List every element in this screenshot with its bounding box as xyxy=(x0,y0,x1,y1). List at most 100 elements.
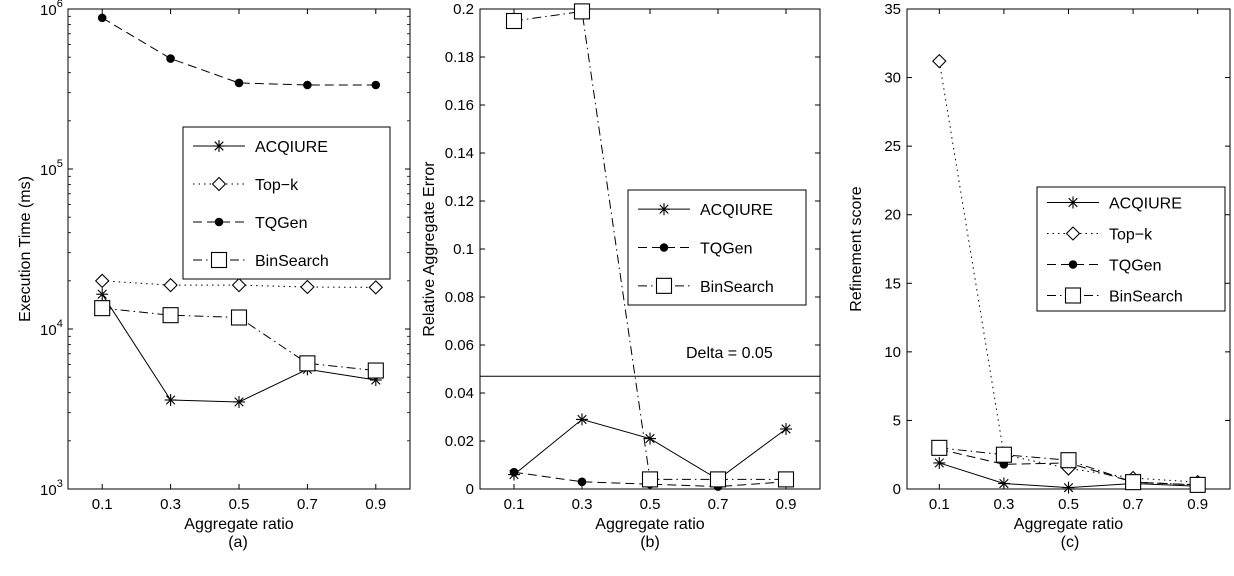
y-tick-label: 104 xyxy=(40,318,63,339)
point-tqgen-0.5 xyxy=(234,78,244,88)
point-binsearch-0.7 xyxy=(1125,474,1142,491)
series-line-acqiure xyxy=(513,418,787,481)
panel-a: 0.1 0.3 0.5 0.7 0.9 103 104 105 106 Aggregate rat… xyxy=(17,0,411,551)
point-top-k-0.7 xyxy=(300,279,315,295)
x-tick-label: 0.9 xyxy=(1187,496,1208,513)
x-tick-label: 0.5 xyxy=(640,496,661,513)
y-tick-label: 0.14 xyxy=(445,145,474,162)
legend-marker-binsearch xyxy=(210,251,228,269)
x-tick-label: 0.9 xyxy=(776,496,797,513)
point-top-k-0.1 xyxy=(932,53,947,69)
point-tqgen-0.7 xyxy=(303,80,312,90)
x-tick-label: 0.3 xyxy=(572,496,593,513)
y-tick-label: 0 xyxy=(893,481,901,498)
y-tick-label: 5 xyxy=(893,412,901,429)
panel-b: 0.1 0.3 0.5 0.7 0.9 0 0.02 0.04 0.06 0.08 0.1 0.12 0… xyxy=(421,1,821,551)
legend-label-top-k: Top−k xyxy=(1109,227,1153,244)
series-tqgen xyxy=(97,13,381,90)
point-tqgen-0.3 xyxy=(166,54,175,63)
legend-label-binsearch: BinSearch xyxy=(1109,289,1183,306)
panel-caption: (b) xyxy=(640,534,660,551)
point-binsearch-0.3 xyxy=(573,3,591,20)
legend-marker-top-k xyxy=(211,176,227,192)
x-tick-label: 0.7 xyxy=(1123,496,1144,513)
x-axis-label: Aggregate ratio xyxy=(1014,516,1124,533)
x-tick-label: 0.9 xyxy=(365,496,386,513)
point-binsearch-0.5 xyxy=(1060,452,1077,469)
point-acqiure-0.3 xyxy=(576,413,588,426)
x-tick-label: 0.1 xyxy=(92,496,113,513)
point-binsearch-0.9 xyxy=(367,362,384,379)
y-axis-label: Execution Time (ms) xyxy=(17,176,34,322)
point-acqiure-0.9 xyxy=(780,423,792,435)
x-axis-label: Aggregate ratio xyxy=(184,516,294,533)
legend-label-acqiure: ACQIURE xyxy=(255,139,328,156)
y-tick-label: 0.12 xyxy=(445,193,474,210)
x-tick-label: 0.7 xyxy=(297,496,318,513)
y-tick-label: 0.2 xyxy=(453,1,474,18)
y-tick-label: 20 xyxy=(884,207,901,224)
y-tick-label: 10 xyxy=(884,344,901,361)
x-tick-label: 0.7 xyxy=(708,496,729,513)
point-tqgen-0.3 xyxy=(577,477,587,487)
x-tick-label: 0.3 xyxy=(160,496,181,513)
y-tick-label: 0.02 xyxy=(445,433,474,450)
x-tick-label: 0.5 xyxy=(229,496,250,513)
point-binsearch-0.7 xyxy=(299,355,316,372)
y-tick-label: 105 xyxy=(40,158,63,179)
legend-label-acqiure: ACQIURE xyxy=(700,202,773,219)
y-tick-label: 0.18 xyxy=(445,49,474,66)
legend-marker-tqgen xyxy=(1068,260,1078,269)
point-binsearch-0.3 xyxy=(162,307,179,324)
x-tick-label: 0.3 xyxy=(993,496,1014,513)
legend-marker-tqgen xyxy=(214,217,224,227)
y-tick-label: 0.08 xyxy=(445,289,474,306)
legend-marker-acqiure xyxy=(213,140,225,152)
legend-label-binsearch: BinSearch xyxy=(700,279,774,296)
series-binsearch xyxy=(94,300,384,379)
point-tqgen-0.9 xyxy=(371,80,381,90)
legend-marker-tqgen xyxy=(659,243,669,252)
point-binsearch-0.7 xyxy=(709,471,727,488)
delta-label: Delta = 0.05 xyxy=(686,345,773,362)
legend: ACQIURE TQGen BinSearch xyxy=(627,189,807,306)
y-tick-label: 0.16 xyxy=(445,97,474,114)
y-tick-label: 0 xyxy=(466,481,474,498)
point-acqiure-0.5 xyxy=(1062,481,1075,494)
series-binsearch xyxy=(505,3,795,488)
panel-caption: (a) xyxy=(228,534,248,551)
panel-caption: (c) xyxy=(1061,534,1080,551)
legend: ACQIURE Top−k TQGen BinSearch xyxy=(1036,186,1226,312)
point-binsearch-0.9 xyxy=(1189,476,1206,493)
y-tick-label: 30 xyxy=(884,70,901,87)
legend-label-binsearch: BinSearch xyxy=(255,253,329,270)
point-binsearch-0.1 xyxy=(94,300,111,317)
point-top-k-0.3 xyxy=(163,277,178,293)
series-line-tqgen xyxy=(101,17,376,86)
y-tick-label: 106 xyxy=(40,0,63,19)
legend-label-tqgen: TQGen xyxy=(255,215,307,232)
point-binsearch-0.5 xyxy=(230,309,248,326)
point-acqiure-0.1 xyxy=(96,288,109,301)
legend-marker-acqiure xyxy=(1067,196,1079,209)
legend-label-acqiure: ACQIURE xyxy=(1109,196,1182,213)
point-binsearch-0.1 xyxy=(931,439,948,456)
point-binsearch-0.1 xyxy=(505,12,523,30)
y-tick-label: 25 xyxy=(884,138,901,155)
y-tick-label: 35 xyxy=(884,1,901,18)
point-acqiure-0.5 xyxy=(644,432,656,445)
point-tqgen-0.1 xyxy=(97,13,107,23)
legend-label-tqgen: TQGen xyxy=(1109,258,1161,275)
series-acqiure xyxy=(96,288,382,408)
legend: ACQIURE Top−k TQGen BinSearch xyxy=(182,126,391,280)
point-binsearch-0.9 xyxy=(777,471,795,488)
point-acqiure-0.1 xyxy=(933,456,946,469)
legend-label-tqgen: TQGen xyxy=(700,241,752,258)
point-top-k-0.5 xyxy=(231,277,247,293)
series-binsearch xyxy=(931,439,1206,493)
y-tick-label: 0.06 xyxy=(445,337,474,354)
series-line-tqgen xyxy=(513,471,787,488)
y-axis-label: Relative Aggregate Error xyxy=(421,161,438,337)
legend-marker-top-k xyxy=(1065,226,1081,241)
